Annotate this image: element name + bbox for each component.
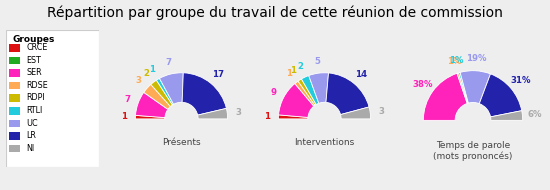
Text: 1: 1: [149, 65, 155, 74]
Text: 3: 3: [236, 108, 242, 117]
Text: RDPI: RDPI: [26, 93, 45, 102]
Text: Groupes: Groupes: [13, 35, 56, 44]
Text: RDSE: RDSE: [26, 81, 48, 90]
Wedge shape: [340, 107, 371, 119]
Text: Répartition par groupe du travail de cette réunion de commission: Répartition par groupe du travail de cet…: [47, 6, 503, 20]
Text: 3: 3: [378, 107, 384, 116]
Text: 1: 1: [290, 66, 296, 75]
Text: 7: 7: [124, 95, 130, 104]
Wedge shape: [197, 108, 228, 119]
Text: 5: 5: [314, 57, 320, 66]
Wedge shape: [298, 79, 316, 105]
Text: LR: LR: [26, 131, 36, 140]
FancyBboxPatch shape: [9, 94, 20, 102]
Text: 2: 2: [297, 62, 303, 71]
FancyBboxPatch shape: [9, 145, 20, 152]
Wedge shape: [457, 73, 468, 103]
Text: 31%: 31%: [510, 76, 531, 85]
Wedge shape: [424, 73, 468, 120]
Text: 38%: 38%: [412, 80, 433, 89]
Wedge shape: [460, 71, 491, 104]
Text: SER: SER: [26, 68, 42, 77]
Text: CRCE: CRCE: [26, 43, 47, 52]
Wedge shape: [160, 73, 183, 104]
Text: 2: 2: [144, 69, 150, 78]
Text: UC: UC: [26, 119, 38, 127]
FancyBboxPatch shape: [9, 82, 20, 89]
Wedge shape: [326, 73, 369, 115]
Wedge shape: [135, 115, 165, 119]
Wedge shape: [182, 73, 227, 115]
Text: EST: EST: [26, 56, 41, 65]
Wedge shape: [144, 85, 170, 109]
Text: 1: 1: [264, 112, 270, 121]
FancyBboxPatch shape: [9, 69, 20, 77]
FancyBboxPatch shape: [9, 44, 20, 52]
Text: 3: 3: [135, 76, 141, 85]
Wedge shape: [479, 74, 522, 117]
FancyBboxPatch shape: [9, 57, 20, 64]
FancyBboxPatch shape: [6, 30, 99, 167]
FancyBboxPatch shape: [9, 132, 20, 140]
Text: 19%: 19%: [466, 54, 486, 63]
FancyBboxPatch shape: [9, 107, 20, 115]
Text: 14: 14: [355, 70, 367, 79]
Text: Temps de parole
(mots prononcés): Temps de parole (mots prononcés): [433, 141, 513, 161]
Text: 7: 7: [166, 58, 172, 67]
Wedge shape: [278, 84, 314, 117]
Wedge shape: [151, 80, 173, 107]
Wedge shape: [491, 111, 522, 120]
Wedge shape: [301, 76, 319, 105]
Text: NI: NI: [26, 144, 34, 153]
Wedge shape: [135, 92, 168, 118]
Text: 17: 17: [212, 70, 224, 79]
Wedge shape: [295, 81, 315, 106]
Text: 9: 9: [271, 88, 276, 97]
Wedge shape: [309, 73, 328, 103]
Text: 1: 1: [121, 112, 127, 121]
Text: 1%: 1%: [449, 56, 463, 65]
Text: RTLI: RTLI: [26, 106, 42, 115]
Wedge shape: [459, 72, 469, 103]
FancyBboxPatch shape: [9, 120, 20, 127]
Text: Présents: Présents: [162, 138, 201, 147]
Wedge shape: [278, 115, 308, 119]
Text: Interventions: Interventions: [294, 138, 355, 147]
Wedge shape: [156, 78, 174, 105]
Text: 1: 1: [287, 69, 293, 78]
Text: 1%: 1%: [447, 57, 461, 66]
Text: 6%: 6%: [527, 110, 542, 119]
